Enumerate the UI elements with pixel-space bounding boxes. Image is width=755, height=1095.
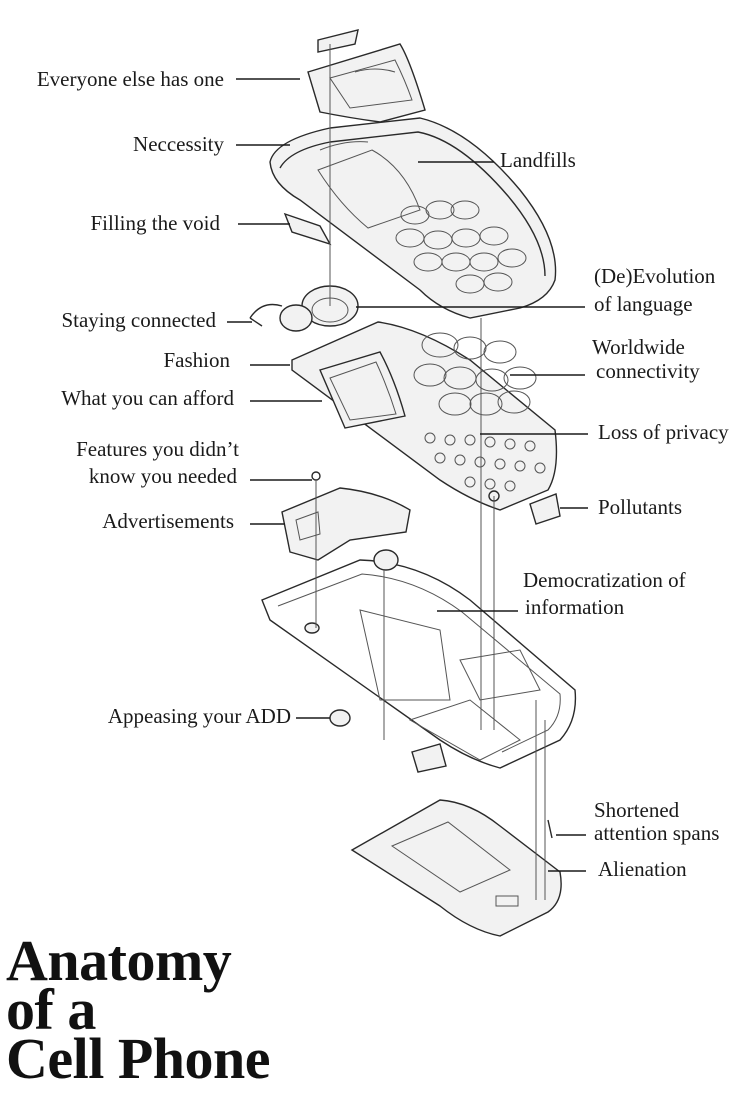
label-advertisements: Advertisements	[102, 509, 234, 533]
title-line-1: Anatomy	[6, 928, 232, 993]
battery-cover-part	[350, 799, 562, 937]
label-filling-void: Filling the void	[90, 211, 220, 235]
label-worldwide-line2: connectivity	[596, 359, 700, 383]
label-pollutants: Pollutants	[598, 495, 683, 519]
clip-part	[411, 743, 447, 773]
assembly-guide-lines	[315, 44, 546, 900]
label-democratization-line2: information	[525, 595, 625, 619]
label-neccessity: Neccessity	[133, 132, 224, 156]
label-worldwide-line1: Worldwide	[592, 335, 685, 359]
label-de-evolution-line2: of language	[594, 292, 693, 316]
connector-plug-part	[529, 493, 561, 525]
label-privacy: Loss of privacy	[598, 420, 729, 444]
label-features-line2: know you needed	[88, 464, 237, 488]
page-title: Anatomy of a Cell Phone	[6, 928, 271, 1091]
label-alienation: Alienation	[598, 857, 687, 881]
label-staying-connected: Staying connected	[61, 308, 216, 332]
label-add: Appeasing your ADD	[107, 704, 291, 728]
leader-lines	[227, 78, 588, 872]
front-housing-part	[269, 117, 557, 319]
screen-lens-part	[307, 29, 426, 123]
antenna-assembly-part	[281, 471, 411, 561]
label-afford: What you can afford	[61, 386, 234, 410]
screw-part	[329, 709, 351, 727]
label-shortened-line1: Shortened	[594, 798, 680, 822]
label-fashion: Fashion	[163, 348, 230, 372]
label-democratization-line1: Democratization of	[523, 568, 686, 592]
label-landfills: Landfills	[500, 148, 576, 172]
vibrator-part	[249, 303, 313, 332]
circuit-board-part	[291, 321, 558, 511]
back-housing-part	[261, 549, 577, 769]
small-screw-part	[547, 819, 553, 839]
title-line-2: of a	[6, 977, 96, 1042]
label-features-line1: Features you didn’t	[76, 437, 239, 461]
label-everyone-else: Everyone else has one	[36, 67, 224, 91]
side-key-part	[283, 212, 332, 246]
label-shortened-line2: attention spans	[594, 821, 720, 845]
title-line-3: Cell Phone	[6, 1026, 271, 1091]
label-de-evolution-line1: (De)Evolution	[594, 264, 716, 288]
